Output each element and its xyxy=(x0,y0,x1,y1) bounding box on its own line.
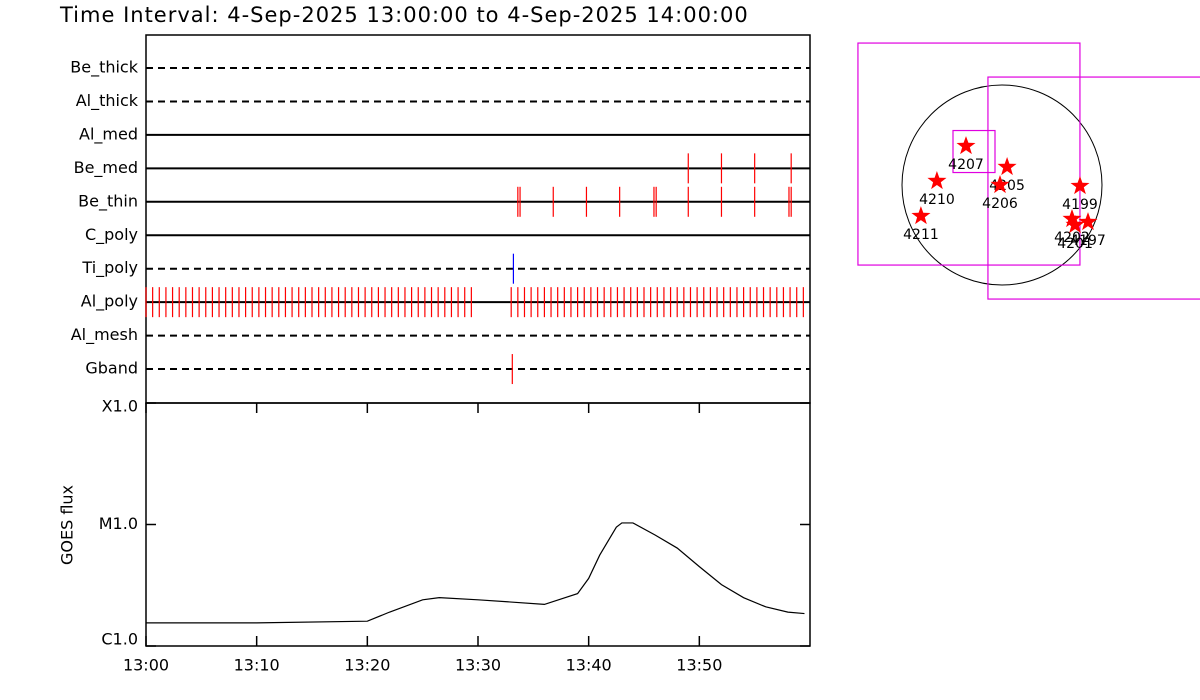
active-region xyxy=(927,171,947,190)
filter-label: Be_thin xyxy=(78,191,138,211)
active-region xyxy=(911,206,931,225)
x-tick-label: 13:30 xyxy=(455,656,501,675)
timeline-frame xyxy=(145,34,811,404)
y-axis-label: GOES flux xyxy=(58,485,77,565)
filter-label: Al_poly xyxy=(81,292,138,312)
fov-box xyxy=(987,76,1200,300)
fov-box xyxy=(857,42,1081,266)
active-region xyxy=(997,157,1017,176)
filter-label: Be_med xyxy=(74,158,138,178)
region-label: 4206 xyxy=(982,196,1018,212)
region-label: 4210 xyxy=(919,192,955,208)
x-tick-label: 13:10 xyxy=(234,656,280,675)
filter-label: Ti_poly xyxy=(81,258,138,278)
active-region xyxy=(990,175,1010,194)
filter-label: Al_med xyxy=(79,124,138,144)
filter-label: Be_thick xyxy=(70,58,138,78)
filter-label: Al_mesh xyxy=(71,325,138,345)
region-label: 4201 xyxy=(1057,236,1093,252)
filter-label: Al_thick xyxy=(76,91,139,111)
x-tick-label: 13:40 xyxy=(566,656,612,675)
active-region xyxy=(1078,212,1098,231)
goes-line xyxy=(146,522,805,624)
x-tick-label: 13:00 xyxy=(123,656,169,675)
y-tick-label: M1.0 xyxy=(99,514,138,533)
active-region xyxy=(1065,215,1085,234)
y-tick-label: C1.0 xyxy=(101,630,138,649)
solar-disk xyxy=(901,84,1103,286)
chart-title: Time Interval: 4-Sep-2025 13:00:00 to 4-… xyxy=(59,3,749,27)
x-tick-label: 13:20 xyxy=(344,656,390,675)
region-label: 4207 xyxy=(948,157,984,173)
filter-label: Gband xyxy=(85,359,138,378)
region-label: 4197 xyxy=(1070,233,1106,249)
region-label: 4211 xyxy=(903,227,939,243)
x-tick-label: 13:50 xyxy=(676,656,722,675)
region-label: 4202 xyxy=(1054,230,1090,246)
fov-box xyxy=(952,129,996,174)
active-region xyxy=(1070,176,1090,195)
filter-label: C_poly xyxy=(85,225,138,245)
active-region xyxy=(956,136,976,155)
goes-frame xyxy=(145,402,811,647)
y-tick-label: X1.0 xyxy=(102,397,138,416)
active-region xyxy=(1062,209,1082,228)
region-label: 4199 xyxy=(1062,197,1098,213)
